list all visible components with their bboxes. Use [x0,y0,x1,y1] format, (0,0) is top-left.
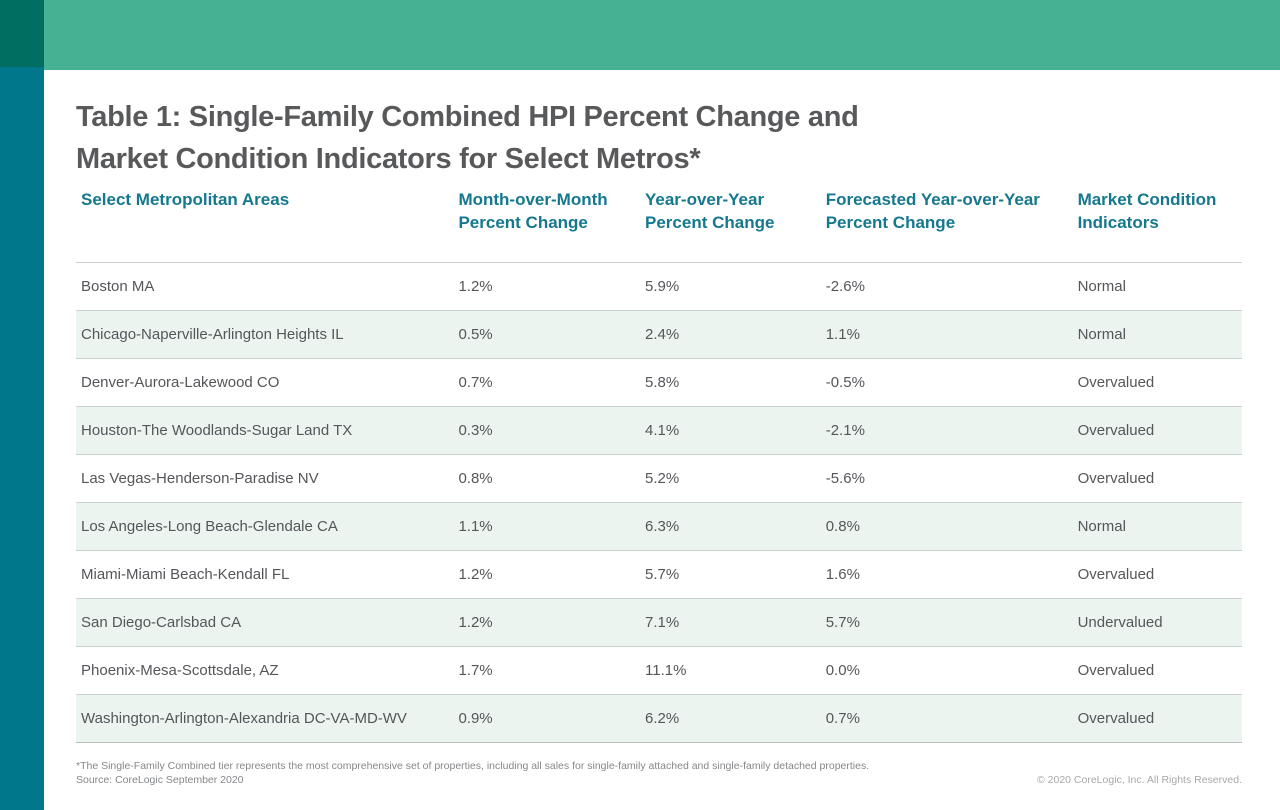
cell-mom: 0.5% [458,326,493,343]
cell-metro: Houston-The Woodlands-Sugar Land TX [81,422,353,439]
cell-condition: Overvalued [1077,470,1155,487]
cell-mom: 0.3% [458,422,493,439]
column-header-yoy-percent-change: Year-over-Year Percent Change [645,190,775,232]
cell-metro: Miami-Miami Beach-Kendall FL [81,566,290,583]
cell-yoy: 6.3% [645,518,680,535]
cell-mom: 1.7% [458,662,493,679]
cell-condition: Normal [1077,326,1126,343]
cell-condition: Overvalued [1077,566,1155,583]
cell-metro: Phoenix-Mesa-Scottsdale, AZ [81,662,279,679]
cell-metro: Las Vegas-Henderson-Paradise NV [81,470,319,487]
cell-yoy: 7.1% [645,614,680,631]
table-row: San Diego-Carlsbad CA 1.2% 7.1% 5.7% Und… [76,598,1242,647]
table-row: Houston-The Woodlands-Sugar Land TX 0.3%… [76,406,1242,455]
table-body: Boston MA 1.2% 5.9% -2.6% Normal Chicago… [76,262,1242,743]
cell-mom: 1.2% [458,278,493,295]
corner-accent-square [0,0,44,67]
column-header-market-condition: Market Condition Indicators [1077,190,1217,232]
column-header-metro-areas: Select Metropolitan Areas [81,190,290,209]
table-row: Washington-Arlington-Alexandria DC-VA-MD… [76,694,1242,743]
metro-hpi-table: Select Metropolitan Areas Month-over-Mon… [76,188,1242,743]
table-row: Phoenix-Mesa-Scottsdale, AZ 1.7% 11.1% 0… [76,646,1242,695]
source-text: Source: CoreLogic September 2020 [76,774,244,786]
cell-metro: San Diego-Carlsbad CA [81,614,242,631]
cell-condition: Overvalued [1077,662,1155,679]
cell-forecast-yoy: -0.5% [825,374,865,391]
page-footer: *The Single-Family Combined tier represe… [76,759,1242,787]
copyright-text: © 2020 CoreLogic, Inc. All Rights Reserv… [1036,774,1242,786]
cell-condition: Normal [1077,278,1126,295]
table-row: Miami-Miami Beach-Kendall FL 1.2% 5.7% 1… [76,550,1242,599]
cell-metro: Boston MA [81,278,155,295]
cell-mom: 1.2% [458,614,493,631]
cell-yoy: 5.8% [645,374,680,391]
table-row: Chicago-Naperville-Arlington Heights IL … [76,310,1242,359]
cell-yoy: 4.1% [645,422,680,439]
cell-yoy: 6.2% [645,710,680,727]
column-header-forecasted-yoy: Forecasted Year-over-Year Percent Change [825,190,1040,232]
column-header-mom-percent-change: Month-over-Month Percent Change [458,190,608,232]
report-page: Table 1: Single-Family Combined HPI Perc… [44,70,1280,810]
page-title: Table 1: Single-Family Combined HPI Perc… [76,96,1242,180]
cell-mom: 0.8% [458,470,493,487]
cell-mom: 1.2% [458,566,493,583]
cell-condition: Normal [1077,518,1126,535]
cell-metro: Chicago-Naperville-Arlington Heights IL [81,326,344,343]
cell-forecast-yoy: 0.0% [825,662,860,679]
table-row: Los Angeles-Long Beach-Glendale CA 1.1% … [76,502,1242,551]
cell-forecast-yoy: 1.1% [825,326,860,343]
footnote-text: *The Single-Family Combined tier represe… [76,760,870,772]
left-accent-sidebar [0,0,44,810]
cell-forecast-yoy: 1.6% [825,566,860,583]
cell-yoy: 11.1% [645,662,687,679]
cell-condition: Overvalued [1077,710,1155,727]
cell-forecast-yoy: -2.1% [825,422,865,439]
cell-forecast-yoy: 0.7% [825,710,860,727]
cell-yoy: 5.9% [645,278,680,295]
cell-condition: Overvalued [1077,374,1155,391]
cell-metro: Denver-Aurora-Lakewood CO [81,374,280,391]
table-row: Las Vegas-Henderson-Paradise NV 0.8% 5.2… [76,454,1242,503]
cell-yoy: 5.7% [645,566,680,583]
table-header-row: Select Metropolitan Areas Month-over-Mon… [76,188,1242,263]
cell-metro: Washington-Arlington-Alexandria DC-VA-MD… [81,710,407,727]
cell-mom: 1.1% [458,518,493,535]
cell-metro: Los Angeles-Long Beach-Glendale CA [81,518,338,535]
cell-condition: Undervalued [1077,614,1163,631]
cell-forecast-yoy: 5.7% [825,614,860,631]
cell-forecast-yoy: -2.6% [825,278,865,295]
footnote-block: *The Single-Family Combined tier represe… [76,759,869,787]
cell-condition: Overvalued [1077,422,1155,439]
page-title-line1: Table 1: Single-Family Combined HPI Perc… [76,101,859,133]
cell-mom: 0.7% [458,374,493,391]
cell-mom: 0.9% [458,710,493,727]
table-row: Denver-Aurora-Lakewood CO 0.7% 5.8% -0.5… [76,358,1242,407]
cell-forecast-yoy: 0.8% [825,518,860,535]
cell-yoy: 2.4% [645,326,680,343]
table-row: Boston MA 1.2% 5.9% -2.6% Normal [76,262,1242,311]
page-title-line2: Market Condition Indicators for Select M… [76,143,701,175]
top-accent-bar [44,0,1280,70]
cell-forecast-yoy: -5.6% [825,470,865,487]
cell-yoy: 5.2% [645,470,680,487]
